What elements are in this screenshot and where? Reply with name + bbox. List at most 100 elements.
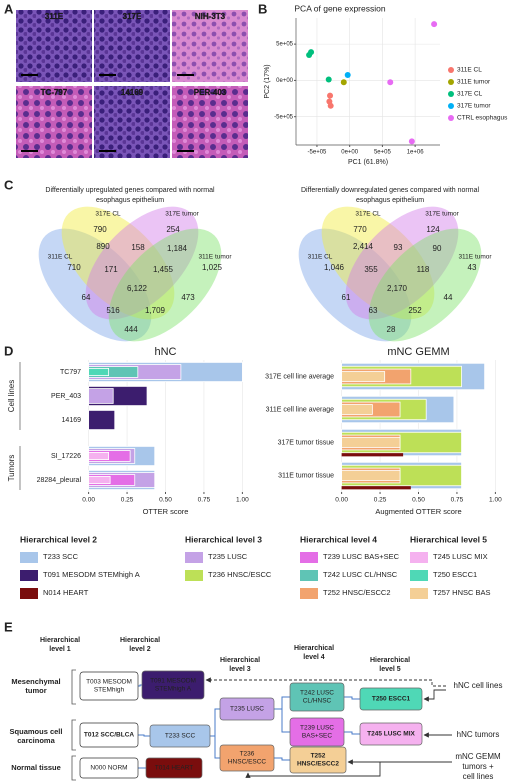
node-label: T236 [240, 751, 255, 758]
legend-swatch [20, 552, 38, 563]
venn-set [298, 228, 412, 342]
bracket [71, 719, 76, 751]
node [79, 671, 139, 701]
x-tick-label: 0.75 [198, 497, 211, 504]
data-point [325, 76, 332, 83]
micrograph-label: 317E [123, 12, 142, 21]
node-label: T091 MESODM [150, 678, 196, 685]
node [145, 757, 203, 779]
legend-swatch [300, 552, 318, 563]
venn-count: 6,122 [127, 284, 148, 293]
x-tick-label: 0.00 [82, 497, 95, 504]
x-tick-label: 0e+00 [341, 150, 359, 156]
header: level 2 [129, 646, 151, 653]
row-label: carcinoma [17, 736, 55, 745]
node [149, 724, 211, 748]
legend-label: T233 SCC [43, 552, 79, 561]
venn-set-label: 317E CL [355, 211, 381, 218]
micrograph-label: PER-403 [194, 88, 227, 97]
y-tick-label: 0e+00 [276, 78, 294, 84]
category-label: 28284_pleural [37, 477, 82, 484]
x-tick-label: 0.50 [412, 497, 425, 504]
category-label: PER_403 [51, 393, 81, 400]
venn-set [345, 206, 459, 320]
micrograph-label: 14169 [121, 88, 144, 97]
connector [274, 708, 290, 733]
micrograph [172, 10, 248, 82]
connector [344, 696, 360, 700]
venn-count: 61 [342, 293, 351, 302]
connector [274, 757, 290, 761]
micrograph [16, 86, 92, 158]
panel-label: D [4, 343, 13, 358]
venn-count: 124 [426, 225, 440, 234]
venn-count: 1,184 [167, 244, 188, 253]
venn-count: 64 [82, 293, 91, 302]
micrograph [94, 86, 170, 158]
header: level 5 [379, 666, 401, 673]
bar [88, 451, 110, 460]
connector [210, 735, 220, 759]
node-label: T014 HEART [155, 765, 194, 772]
node-label: BAS+SEC [302, 733, 332, 740]
group-label: Tumors [7, 455, 16, 482]
venn-set-label: 311E CL [308, 254, 333, 261]
venn-title: esophagus epithelium [96, 197, 164, 204]
legend-title: Hierarchical level 3 [185, 534, 262, 544]
category-label: 14169 [62, 417, 82, 424]
data-point [327, 92, 334, 99]
category-label: 311E cell line average [266, 406, 334, 413]
node-label: STEMhigh [94, 687, 125, 694]
header: level 3 [229, 666, 251, 673]
venn-count: 1,046 [324, 263, 345, 272]
node-label: N000 NORM [90, 765, 127, 772]
row-label: Normal tissue [11, 763, 61, 772]
legend-swatch [300, 588, 318, 599]
micrograph [94, 10, 170, 82]
x-axis-label: Augmented OTTER score [375, 507, 461, 516]
legend-swatch [448, 79, 454, 85]
micrograph [172, 86, 248, 158]
x-axis-label: PC1 (61.8%) [348, 159, 388, 166]
header: Hierarchical [294, 645, 334, 652]
legend-swatch [185, 552, 203, 563]
legend-label: N014 HEART [43, 588, 89, 597]
node-label: CL/HNSC [303, 698, 332, 705]
node [219, 697, 275, 721]
node-label: STEMhigh A [155, 686, 192, 693]
legend-label: 317E tumor [457, 103, 491, 110]
legend-swatch [448, 115, 454, 121]
venn-set-label: 311E tumor [198, 254, 232, 261]
connector [274, 696, 290, 710]
header: Hierarchical [40, 637, 80, 644]
venn-count: 43 [468, 263, 477, 272]
bar [341, 437, 401, 448]
connector [138, 684, 142, 687]
y-axis-label: PC2 (17%) [264, 64, 271, 98]
node [359, 722, 423, 746]
category-label: TC797 [60, 369, 81, 376]
row-label: Mesenchymal [11, 677, 60, 686]
venn-count: 1,709 [145, 306, 166, 315]
venn-set [368, 228, 482, 342]
venn-set [38, 228, 152, 342]
legend-label: T245 LUSC MIX [433, 552, 488, 561]
group-label: Cell lines [7, 380, 16, 412]
node-label: T235 LUSC [230, 706, 264, 713]
node [289, 682, 345, 712]
panel-label: E [4, 619, 13, 634]
venn-count: 355 [364, 265, 378, 274]
legend-title: Hierarchical level 5 [410, 534, 487, 544]
x-tick-label: 1.00 [489, 497, 502, 504]
node [219, 744, 275, 772]
legend-swatch [410, 570, 428, 581]
bar [88, 367, 110, 376]
bracket [71, 669, 76, 705]
arrow [205, 677, 446, 687]
legend-swatch [448, 103, 454, 109]
node [79, 757, 139, 779]
micrograph-label: TC-797 [41, 88, 68, 97]
category-label: 311E tumor tissue [278, 472, 334, 479]
venn-count: 790 [93, 225, 107, 234]
